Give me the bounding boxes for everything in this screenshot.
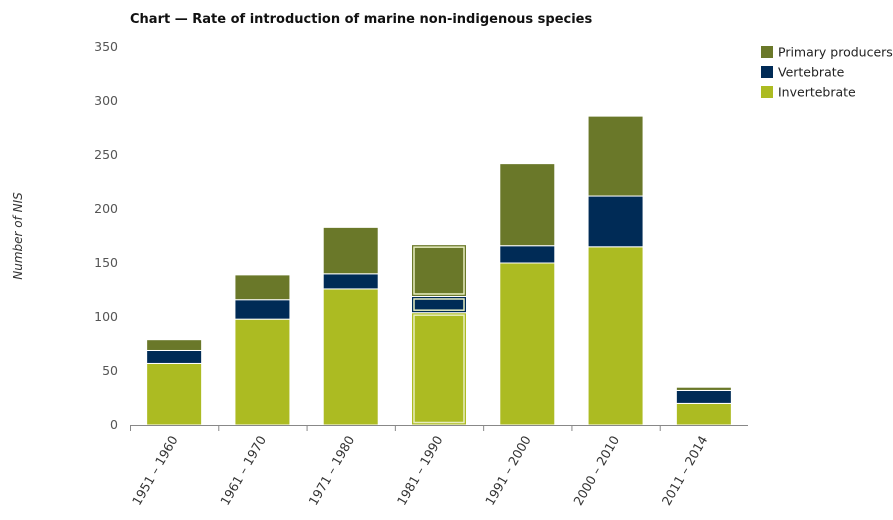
- bar-primary-producers-2000-2010[interactable]: [587, 115, 644, 197]
- y-tick-label-150: 150: [94, 255, 118, 270]
- bar-invertebrate-1951-1960[interactable]: [146, 362, 203, 426]
- x-axis: 1951 – 1960 1961 – 1970 1971 – 1980 1981 – …: [129, 425, 748, 508]
- x-tick-label-1981-1990: 1981 – 1990: [394, 433, 446, 508]
- bar-highlight-vertebrate-1981-1990: [413, 298, 465, 311]
- legend-label-primary-producers[interactable]: Primary producers: [778, 45, 893, 60]
- bar-highlight-primary-producers-1981-1990: [413, 246, 465, 295]
- legend-swatch-vertebrate[interactable]: [761, 66, 773, 78]
- legend: Primary producers Vertebrate Invertebrate: [761, 45, 893, 100]
- bar-invertebrate-2011-2014[interactable]: [675, 402, 732, 426]
- bar-vertebrate-2000-2010[interactable]: [587, 195, 644, 248]
- bar-vertebrate-1951-1960[interactable]: [146, 349, 203, 364]
- y-tick-label-200: 200: [94, 201, 118, 216]
- legend-swatch-primary-producers[interactable]: [761, 46, 773, 58]
- bar-invertebrate-2000-2010[interactable]: [587, 246, 644, 426]
- y-tick-label-300: 300: [94, 93, 118, 108]
- bar-primary-producers-2011-2014[interactable]: [675, 386, 732, 391]
- y-tick-label-250: 250: [94, 147, 118, 162]
- bar-invertebrate-1981-1990[interactable]: [411, 312, 467, 426]
- bar-series-group: [146, 115, 732, 426]
- bar-vertebrate-1971-1980[interactable]: [322, 273, 379, 290]
- y-axis-label: Number of NIS: [11, 192, 25, 280]
- bar-primary-producers-1951-1960[interactable]: [146, 339, 203, 351]
- x-tick-label-1971-1980: 1971 – 1980: [305, 433, 357, 508]
- x-tick-label-2011-2014: 2011 – 2014: [659, 433, 711, 508]
- y-tick-label-100: 100: [94, 309, 118, 324]
- legend-label-invertebrate[interactable]: Invertebrate: [778, 85, 856, 100]
- x-tick-label-2000-2010: 2000 – 2010: [570, 433, 622, 508]
- bar-highlight-invertebrate-1981-1990: [413, 314, 465, 424]
- x-tick-label-1991-2000: 1991 – 2000: [482, 433, 534, 508]
- x-tick-label-1961-1970: 1961 – 1970: [217, 433, 269, 508]
- y-axis: 0 50 100 150 200 250 300 350: [94, 39, 118, 432]
- y-tick-label-50: 50: [102, 363, 118, 378]
- bar-invertebrate-1971-1980[interactable]: [322, 288, 379, 426]
- bar-invertebrate-1961-1970[interactable]: [234, 318, 291, 426]
- legend-label-vertebrate[interactable]: Vertebrate: [778, 65, 845, 80]
- y-tick-label-0: 0: [110, 417, 118, 432]
- bar-primary-producers-1971-1980[interactable]: [322, 226, 379, 275]
- bar-vertebrate-2011-2014[interactable]: [675, 389, 732, 404]
- bar-primary-producers-1981-1990[interactable]: [411, 244, 467, 297]
- y-tick-label-350: 350: [94, 39, 118, 54]
- bar-invertebrate-1991-2000[interactable]: [499, 262, 556, 426]
- x-tick-label-1951-1960: 1951 – 1960: [129, 433, 181, 508]
- legend-swatch-invertebrate[interactable]: [761, 86, 773, 98]
- bar-vertebrate-1991-2000[interactable]: [499, 245, 556, 264]
- bar-vertebrate-1961-1970[interactable]: [234, 299, 291, 320]
- chart-title: Chart — Rate of introduction of marine n…: [130, 12, 593, 27]
- bar-primary-producers-1961-1970[interactable]: [234, 274, 291, 301]
- bar-primary-producers-1991-2000[interactable]: [499, 163, 556, 247]
